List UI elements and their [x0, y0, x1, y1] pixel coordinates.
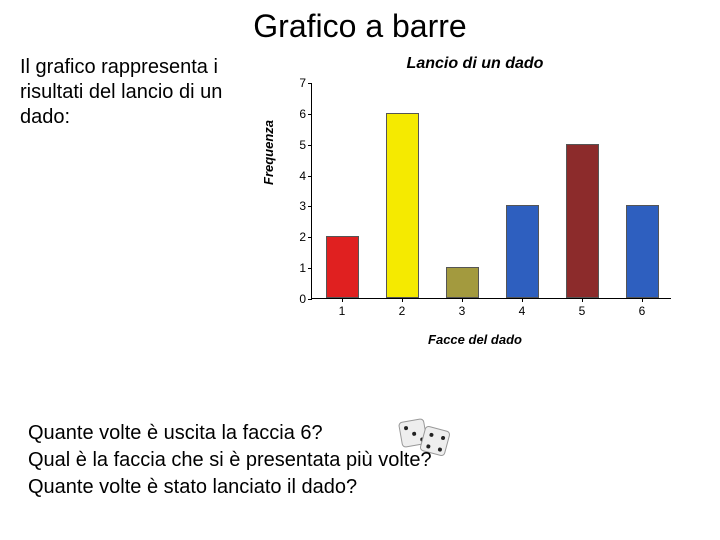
chart-ytick-label: 6 [290, 107, 306, 121]
description-text: Il grafico rappresenta i risultati del l… [0, 55, 255, 345]
chart-xtick [402, 298, 403, 302]
chart-xtick-label: 5 [579, 304, 586, 318]
chart-plot-area: 01234567123456 [311, 83, 671, 299]
chart-xlabel: Facce del dado [265, 332, 685, 347]
questions-block: Quante volte è uscita la faccia 6? Qual … [28, 420, 432, 501]
chart-ytick [308, 206, 312, 207]
chart-bar [326, 236, 359, 298]
chart-bar [506, 205, 539, 298]
chart-ytick-label: 2 [290, 230, 306, 244]
chart-xtick-label: 6 [639, 304, 646, 318]
chart-ylabel: Frequenza [261, 120, 276, 185]
chart-ytick [308, 145, 312, 146]
chart-xtick-label: 4 [519, 304, 526, 318]
page-title: Grafico a barre [0, 0, 720, 45]
chart-xtick-label: 1 [339, 304, 346, 318]
chart-ytick-label: 1 [290, 261, 306, 275]
chart-bar [386, 113, 419, 298]
chart-ytick [308, 237, 312, 238]
chart-xtick [582, 298, 583, 302]
chart-ytick-label: 5 [290, 138, 306, 152]
question-2: Qual è la faccia che si è presentata più… [28, 447, 432, 474]
chart-bar [446, 267, 479, 298]
chart-ytick [308, 83, 312, 84]
chart-ytick [308, 268, 312, 269]
chart-ytick [308, 176, 312, 177]
chart-xtick [642, 298, 643, 302]
chart-ytick-label: 4 [290, 169, 306, 183]
chart-ytick-label: 7 [290, 76, 306, 90]
chart-xtick [342, 298, 343, 302]
question-1: Quante volte è uscita la faccia 6? [28, 420, 432, 447]
chart-ytick-label: 3 [290, 199, 306, 213]
content-row: Il grafico rappresenta i risultati del l… [0, 55, 720, 345]
chart-bar [566, 144, 599, 298]
chart-xtick [462, 298, 463, 302]
chart-ytick [308, 299, 312, 300]
bar-chart: Lancio di un dado Frequenza 012345671234… [265, 55, 685, 345]
chart-xtick [522, 298, 523, 302]
chart-title: Lancio di un dado [265, 55, 685, 73]
chart-ytick [308, 114, 312, 115]
chart-xtick-label: 2 [399, 304, 406, 318]
question-3: Quante volte è stato lanciato il dado? [28, 474, 432, 501]
chart-bar [626, 205, 659, 298]
chart-ytick-label: 0 [290, 292, 306, 306]
chart-xtick-label: 3 [459, 304, 466, 318]
